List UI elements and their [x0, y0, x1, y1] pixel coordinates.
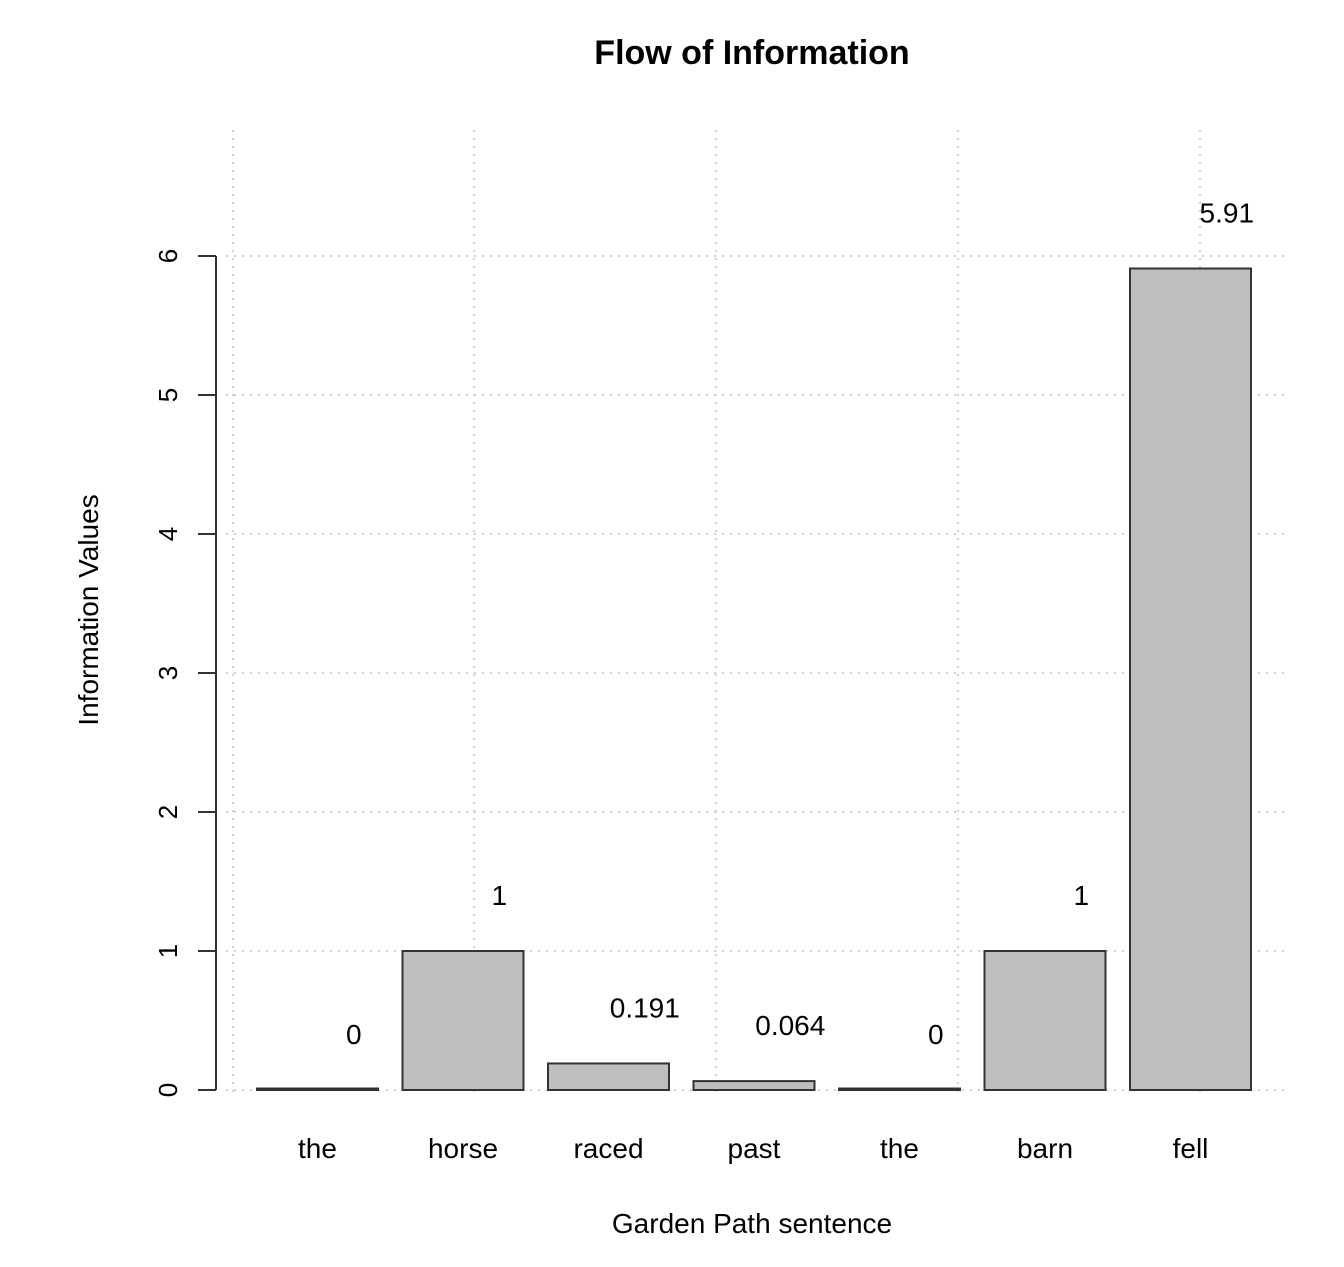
data-label: 1	[492, 880, 508, 911]
y-tick-label: 0	[153, 1083, 183, 1097]
x-axis-title: Garden Path sentence	[612, 1208, 892, 1239]
y-tick-label: 1	[153, 944, 183, 958]
bar	[985, 951, 1106, 1090]
y-tick-label: 5	[153, 388, 183, 402]
bar	[1130, 269, 1251, 1090]
category-label: fell	[1173, 1133, 1209, 1164]
bar	[548, 1063, 669, 1090]
category-label: barn	[1017, 1133, 1073, 1164]
category-label: the	[880, 1133, 919, 1164]
grid-layer	[226, 130, 1288, 1092]
data-label: 0	[928, 1019, 944, 1050]
data-label: 0.064	[755, 1010, 825, 1041]
category-label: the	[298, 1133, 337, 1164]
category-label: horse	[428, 1133, 498, 1164]
bar	[839, 1089, 960, 1091]
category-label: past	[728, 1133, 781, 1164]
data-label: 5.91	[1200, 198, 1255, 229]
y-tick-label: 3	[153, 666, 183, 680]
category-label: raced	[573, 1133, 643, 1164]
y-axis-title: Information Values	[73, 494, 104, 725]
y-tick-label: 4	[153, 527, 183, 541]
data-label: 0.191	[610, 992, 680, 1023]
bars-layer	[257, 269, 1251, 1090]
y-axis: 0 1 2 3 4 5 6	[153, 249, 216, 1097]
bar	[257, 1089, 378, 1091]
y-tick-label: 2	[153, 805, 183, 819]
y-tick-label: 6	[153, 249, 183, 263]
data-label: 0	[346, 1019, 362, 1050]
data-label: 1	[1074, 880, 1090, 911]
bar	[694, 1081, 815, 1090]
chart-title: Flow of Information	[594, 34, 909, 72]
bar	[403, 951, 524, 1090]
